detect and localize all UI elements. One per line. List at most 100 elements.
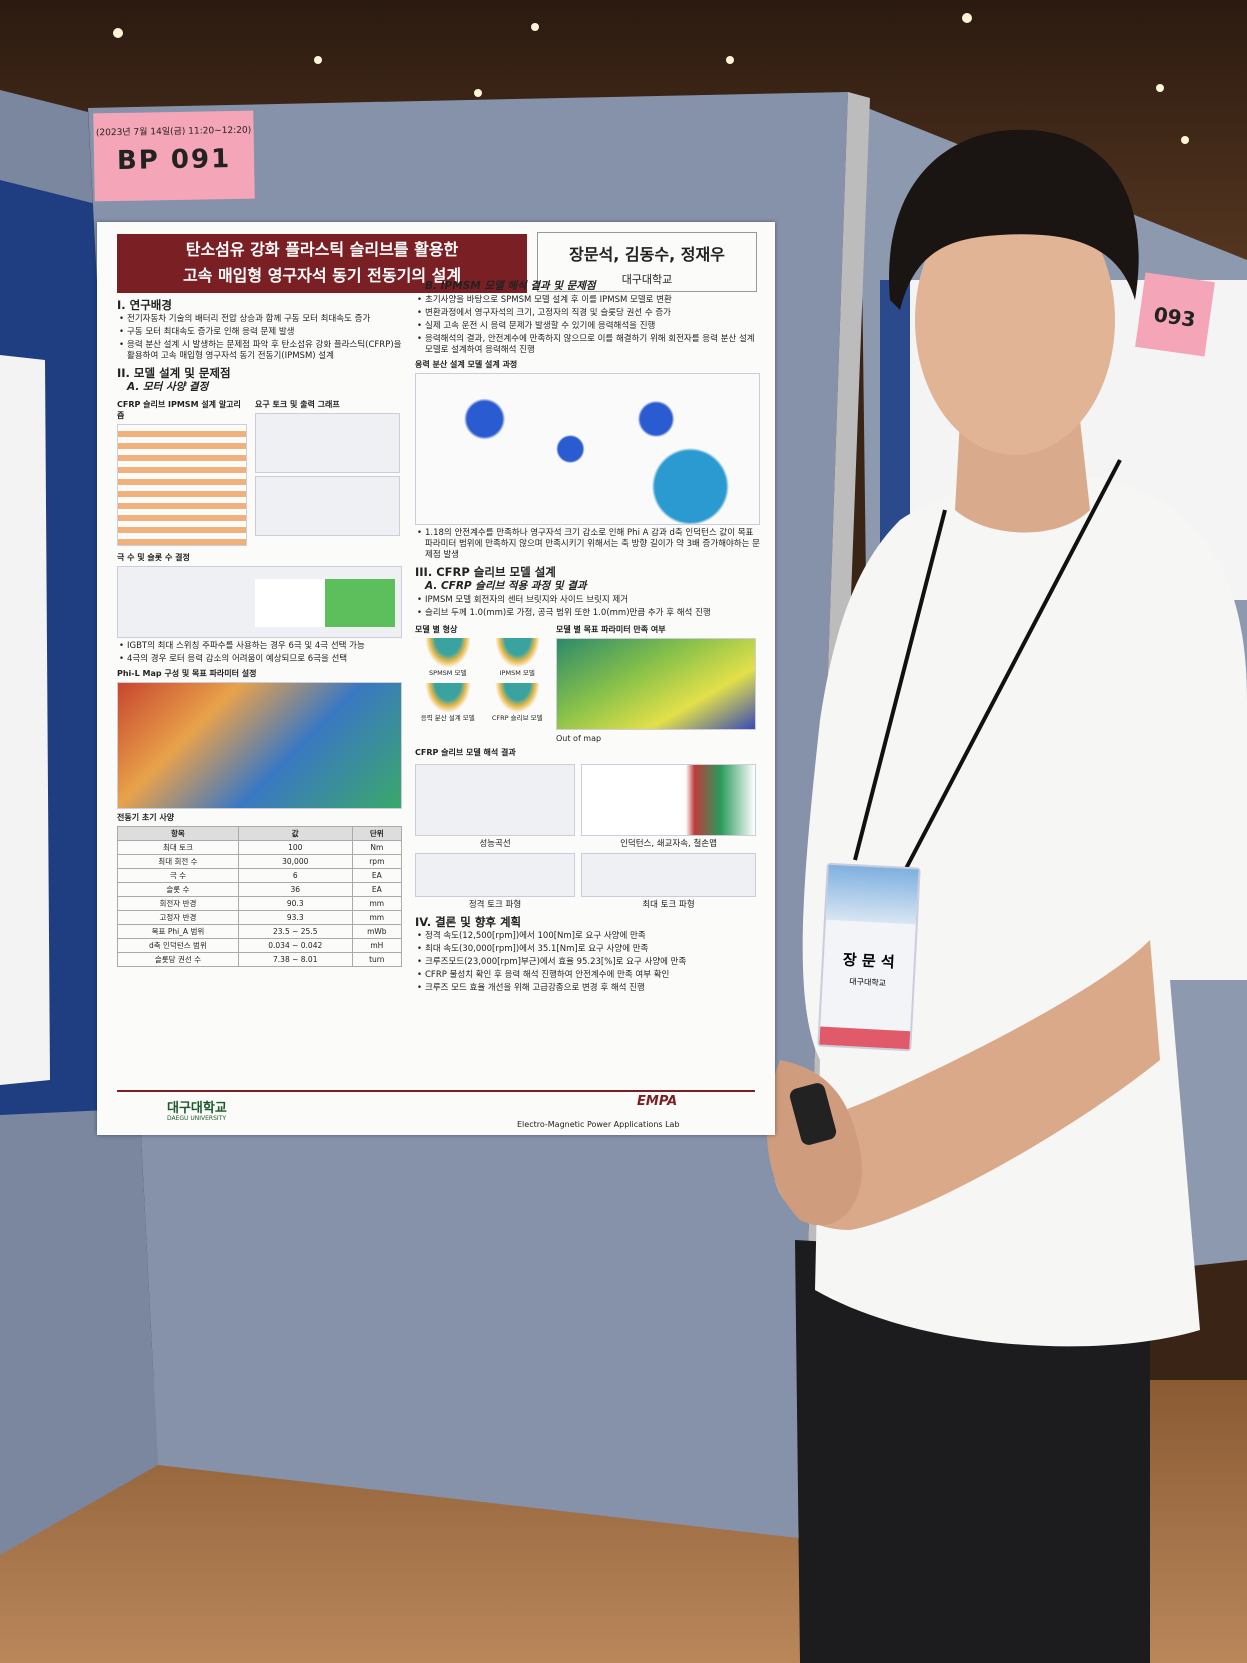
model-label: IPMSM 모델: [499, 669, 535, 677]
table-cell: rpm: [351, 854, 403, 869]
badge-affiliation: 대구대학교: [849, 977, 887, 988]
lab-name: Electro-Magnetic Power Applications Lab: [517, 1120, 680, 1129]
arm: [773, 940, 1160, 1230]
figure-caption: 모델 별 목표 파라미터 만족 여부: [556, 625, 666, 634]
hair: [889, 129, 1139, 310]
lab-logo: EMPA: [637, 1094, 678, 1109]
bullet: 1.18의 안전계수를 만족하나 영구자석 크기 감소로 인해 Phi A 감과…: [415, 528, 760, 561]
performance-curve: [415, 764, 575, 836]
face: [915, 185, 1115, 455]
model-label: CFRP 슬리브 모델: [491, 714, 543, 722]
bullet: 크루즈모드(23,000[rpm]부근)에서 효율 95.23[%]로 요구 사…: [415, 957, 760, 968]
model-cell: SPMSM 모델: [415, 638, 481, 679]
power-graph: [255, 476, 400, 536]
table-header-cell: 단위: [351, 826, 403, 841]
bullet: 최대 속도(30,000[rpm])에서 35.1[Nm]로 요구 사양에 만족: [415, 944, 760, 955]
table-cell: 최대 토크: [117, 840, 239, 855]
table-cell: mm: [351, 896, 403, 911]
title-line: 고속 매입형 영구자석 동기 전동기의 설계: [182, 266, 462, 285]
table-row: d축 인덕턴스 범위 0.034 ~ 0.042 mH: [117, 938, 403, 953]
figure-row: 정격 토크 파형 최대 토크 파형: [415, 850, 760, 911]
figure-caption: Phi-L Map 구성 및 목표 파라미터 설정: [117, 669, 257, 678]
table-cell: 최대 회전 수: [117, 854, 239, 869]
table-cell: 30,000: [237, 854, 353, 869]
model-shape: [425, 683, 471, 713]
bullet: 실제 고속 운전 시 응력 문제가 발생할 수 있기에 응력해석을 진행: [415, 321, 760, 332]
table-header-cell: 값: [237, 826, 353, 841]
authors: 장문석, 김동수, 정재우: [569, 245, 725, 264]
phi-l-map: [117, 682, 402, 809]
switching-table: [255, 579, 395, 627]
title-line: 탄소섬유 강화 플라스틱 슬리브를 활용한: [185, 240, 459, 259]
out-of-map-label: Out of map: [556, 734, 602, 743]
figure-caption: CFRP 슬리브 IPMSM 설계 알고리즘: [117, 400, 241, 420]
stress-figure: [415, 373, 760, 525]
table-body: 최대 토크 100 Nm 최대 회전 수 30,000 rpm 극 수 6 EA 슬롯 수 36 EA…: [117, 840, 403, 967]
figure-block: CFRP 슬리브 IPMSM 설계 알고리즘: [117, 396, 247, 549]
spec-table: 항목 값 단위 최대 토크 100 Nm 최대 회전 수 30,000 rpm 극 수 6 EA 슬롯…: [117, 826, 403, 967]
left-column: I. 연구배경 전기자동차 기술의 배터리 전압 상승과 함께 구동 모터 최대…: [117, 294, 403, 967]
table-row: 극 수 6 EA: [117, 868, 403, 883]
bullet-list: IPMSM 모델 회전자의 센터 브릿지와 사이드 브릿지 제거슬리브 두께 1…: [415, 595, 760, 619]
max-torque-wave: [581, 853, 756, 897]
table-row: 최대 회전 수 30,000 rpm: [117, 854, 403, 869]
bullet: 크루즈 모드 효율 개선을 위해 고급강종으로 변경 후 해석 진행: [415, 983, 760, 994]
table-cell: EA: [351, 882, 403, 897]
table-cell: 90.3: [237, 896, 353, 911]
figure-row: CFRP 슬리브 IPMSM 설계 알고리즘 요구 토크 및 출력 그래프: [117, 396, 402, 549]
ceiling-lights: [113, 13, 1189, 144]
table-cell: 0.034 ~ 0.042: [237, 938, 353, 953]
watch: [789, 1083, 837, 1145]
bullet-list: 1.18의 안전계수를 만족하나 영구자석 크기 감소로 인해 Phi A 감과…: [415, 528, 760, 561]
model-label: 응력 분산 설계 모델: [420, 714, 475, 722]
name-badge: 장 문 석 대구대학교: [817, 862, 921, 1052]
figure-block: 모델 별 목표 파라미터 만족 여부 Out of map: [556, 621, 756, 744]
figure-block: 요구 토크 및 출력 그래프: [255, 396, 400, 549]
figure-caption: 인덕턴스, 쇄교자속, 철손맵: [620, 839, 717, 849]
bullet: 초기사양을 바탕으로 SPMSM 모델 설계 후 이를 IPMSM 모델로 변환: [415, 295, 760, 306]
table-row: 슬롯당 권선 수 7.38 ~ 8.01 turn: [117, 952, 403, 967]
badge-footer: [819, 1026, 911, 1050]
bullet: 응력 분산 설계 시 발생하는 문제점 파악 후 탄소섬유 강화 플라스틱(CF…: [117, 340, 402, 362]
bullet-list: 정격 속도(12,500[rpm])에서 100[Nm]로 요구 사양에 만족최…: [415, 931, 760, 994]
section-heading: II. 모델 설계 및 문제점: [117, 366, 231, 380]
rated-torque-wave: [415, 853, 575, 897]
figure-caption: 극 수 및 슬롯 수 결정: [117, 553, 190, 562]
figure-block: 인덕턴스, 쇄교자속, 철손맵: [581, 761, 756, 850]
right-session-sign: 093: [1135, 272, 1215, 357]
table-cell: mWb: [351, 924, 403, 939]
section-heading: IV. 결론 및 향후 계획: [415, 915, 522, 929]
bullet: 전기자동차 기술의 배터리 전압 상승과 함께 구동 모터 최대속도 증가: [117, 314, 402, 325]
table-cell: 7.38 ~ 8.01: [237, 952, 353, 967]
bullet: 변환과정에서 영구자석의 크기, 고정자의 직경 및 슬롯당 권선 수 증가: [415, 308, 760, 319]
figure-caption: CFRP 슬리브 모델 해석 결과: [415, 748, 516, 757]
table-cell: 23.5 ~ 25.5: [237, 924, 353, 939]
table-row: 목표 Phi_A 범위 23.5 ~ 25.5 mWb: [117, 924, 403, 939]
badge-header: [825, 864, 919, 925]
bullet-list: 전기자동차 기술의 배터리 전압 상승과 함께 구동 모터 최대속도 증가구동 …: [117, 314, 402, 362]
footer-rule: [117, 1090, 755, 1092]
table-cell: turn: [351, 952, 403, 967]
bullet: CFRP 물성치 확인 후 응력 해석 진행하여 안전계수에 만족 여부 확인: [415, 970, 760, 981]
table-cell: 슬롯 수: [117, 882, 239, 897]
figure-block: 성능곡선: [415, 761, 575, 850]
table-cell: 극 수: [117, 868, 239, 883]
figure-caption: 모델 별 형상: [415, 625, 458, 634]
figure-caption: 최대 토크 파형: [642, 900, 695, 910]
bullet-list: 초기사양을 바탕으로 SPMSM 모델 설계 후 이를 IPMSM 모델로 변환…: [415, 295, 760, 356]
subsection-heading: A. CFRP 슬리브 적용 과정 및 결과: [425, 580, 587, 592]
figure-block: 최대 토크 파형: [581, 850, 756, 911]
university-logo: 대구대학교: [167, 1101, 227, 1116]
poster-title: 탄소섬유 강화 플라스틱 슬리브를 활용한 고속 매입형 영구자석 동기 전동기…: [117, 234, 527, 293]
table-cell: 슬롯당 권선 수: [117, 952, 239, 967]
figure-block: 정격 토크 파형: [415, 850, 575, 911]
subsection-heading: A. 모터 사양 결정: [127, 381, 209, 393]
model-shape: [494, 683, 540, 713]
bullet: 구동 모터 최대속도 증가로 인해 응력 문제 발생: [117, 327, 402, 338]
model-shape: [494, 638, 540, 668]
figure-caption: 성능곡선: [479, 839, 511, 849]
table-cell: mm: [351, 910, 403, 925]
table-cell: Nm: [351, 840, 403, 855]
left-poster-body: [0, 355, 50, 1085]
